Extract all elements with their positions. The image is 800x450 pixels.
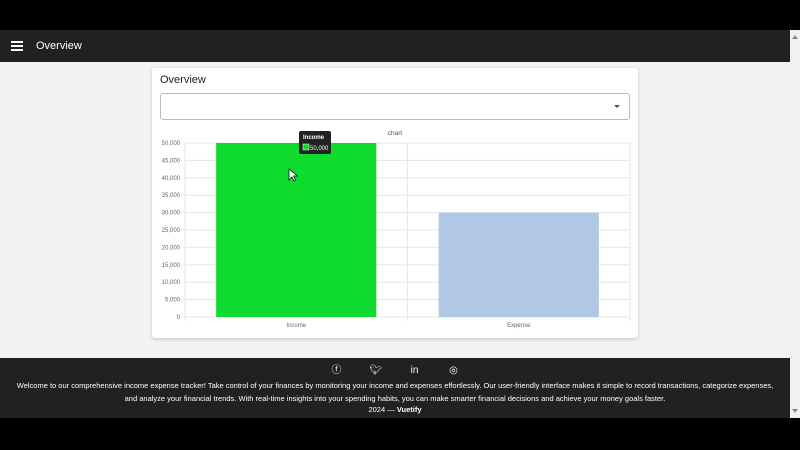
bar-expense xyxy=(438,212,599,317)
overview-card: Overview chart 0 5,000 10,000 15,000 20,000 25… xyxy=(152,68,638,338)
bar-chart: chart 0 5,000 10,000 15,000 20,000 25,000 30,00… xyxy=(162,130,631,329)
y-tick-label: 10,000 xyxy=(162,280,181,286)
y-tick-label: 35,000 xyxy=(162,193,181,199)
chart-title: chart xyxy=(388,130,403,137)
footer-brand[interactable]: Vuetify xyxy=(396,405,422,414)
x-tick-label: Expense xyxy=(507,323,531,329)
y-tick-label: 25,000 xyxy=(162,228,181,234)
linkedin-icon[interactable]: in xyxy=(410,365,419,376)
y-tick-label: 15,000 xyxy=(162,263,181,269)
overview-select[interactable] xyxy=(160,93,630,120)
scrollbar[interactable] xyxy=(790,30,800,418)
y-tick-label: 30,000 xyxy=(162,211,181,217)
tooltip-value: 50,000 xyxy=(310,146,329,152)
scroll-up-icon[interactable] xyxy=(792,35,798,39)
main-content: Overview chart 0 5,000 10,000 15,000 20,000 25… xyxy=(0,62,790,358)
bar-income xyxy=(216,143,377,317)
footer-description: Welcome to our comprehensive income expe… xyxy=(16,381,774,403)
card-title: Overview xyxy=(160,74,206,86)
instagram-icon[interactable]: ◎ xyxy=(449,365,458,376)
tooltip-swatch xyxy=(302,143,310,151)
cursor-icon xyxy=(288,168,299,182)
tooltip-title: Income xyxy=(303,135,325,141)
app-title: Overview xyxy=(36,40,82,52)
facebook-icon[interactable]: ⓕ xyxy=(331,365,342,376)
y-tick-label: 0 xyxy=(177,315,181,321)
x-tick-label: Income xyxy=(286,323,306,329)
y-tick-label: 40,000 xyxy=(162,176,181,182)
copyright-year: 2024 — xyxy=(368,405,395,414)
dropdown-arrow-icon xyxy=(614,105,620,108)
bottom-letterbox xyxy=(0,418,800,450)
twitter-icon[interactable]: 🐦︎ xyxy=(369,365,383,376)
y-tick-label: 5,000 xyxy=(165,298,181,304)
y-tick-label: 45,000 xyxy=(162,158,181,164)
scroll-down-icon[interactable] xyxy=(792,409,798,413)
y-tick-label: 20,000 xyxy=(162,245,181,251)
hamburger-icon[interactable] xyxy=(11,39,23,53)
footer: ⓕ 🐦︎ in ◎ Welcome to our comprehensive i… xyxy=(0,358,790,418)
top-letterbox xyxy=(0,0,800,30)
app-bar: Overview xyxy=(0,30,790,62)
footer-copyright: 2024 — Vuetify xyxy=(0,405,790,414)
y-tick-label: 50,000 xyxy=(162,141,181,147)
